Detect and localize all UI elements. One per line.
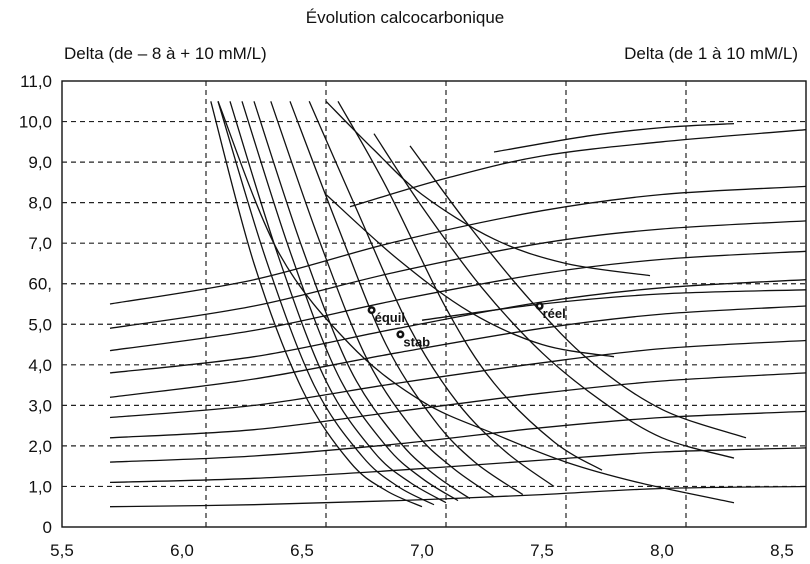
annotation-label: stab [403,334,430,349]
x-tick-label: 8,5 [770,541,794,560]
rising-curve [109,410,807,463]
x-tick-label: 6,0 [170,541,194,560]
rising-curve [349,129,807,208]
chart-title: Évolution calcocarbonique [305,8,505,27]
series-layer [109,100,807,508]
right-axis-caption: Delta (de 1 à 10 mM/L) [624,44,798,63]
falling-curve [325,100,651,277]
rising-curve [109,220,807,329]
annotation-point-center [370,308,374,312]
falling-curve [241,101,459,502]
x-tick-label: 7,5 [530,541,554,560]
left-axis-caption: Delta (de – 8 à + 10 mM/L) [64,44,267,63]
annotation-label: réel [543,306,566,321]
falling-curve [289,101,524,496]
y-tick-label: 1,0 [28,477,52,496]
rising-curve [109,279,807,374]
x-tick-label: 6,5 [290,541,314,560]
y-tick-label: 11,0 [20,72,52,91]
y-tick-label: 9,0 [28,153,52,172]
falling-curve [217,101,435,506]
falling-curve [253,101,471,500]
rising-curve [493,122,735,153]
y-tick-label: 3,0 [28,396,52,415]
y-tick-label: 0 [43,518,52,537]
falling-curve [308,101,555,488]
rising-curve [109,185,807,305]
rising-curve [109,305,807,398]
rising-curve [109,339,807,419]
falling-curve [325,194,615,358]
y-tick-label: 4,0 [28,356,52,375]
y-tick-label: 7,0 [28,234,52,253]
rising-curve [109,447,807,484]
y-tick-label: 10,0 [19,113,52,132]
annotation-label: équil [375,310,405,325]
falling-curve [229,101,447,504]
rising-curve [109,372,807,439]
annotation-point-center [398,332,402,336]
falling-curve [210,101,423,508]
y-tick-label: 60, [28,275,52,294]
annotation-point-center [538,304,542,308]
y-tick-label: 5,0 [28,315,52,334]
plot-frame [61,80,807,528]
falling-curve [373,133,735,459]
falling-curve [217,101,735,504]
tick-labels: 5,5 6,0 6,5 7,0 7,5 8,0 8,5 0 1,0 2,0 3,0 4,0 5,0 60,… [19,72,794,560]
x-tick-label: 5,5 [50,541,74,560]
falling-curve [337,100,603,471]
y-tick-label: 8,0 [28,194,52,213]
rising-curve [109,250,807,352]
annotations: équil stab réel [367,302,566,349]
rising-curve [421,289,807,321]
x-tick-label: 8,0 [650,541,674,560]
x-tick-label: 7,0 [410,541,434,560]
y-tick-label: 2,0 [28,437,52,456]
rising-curve [109,485,807,508]
falling-curve [409,145,747,439]
